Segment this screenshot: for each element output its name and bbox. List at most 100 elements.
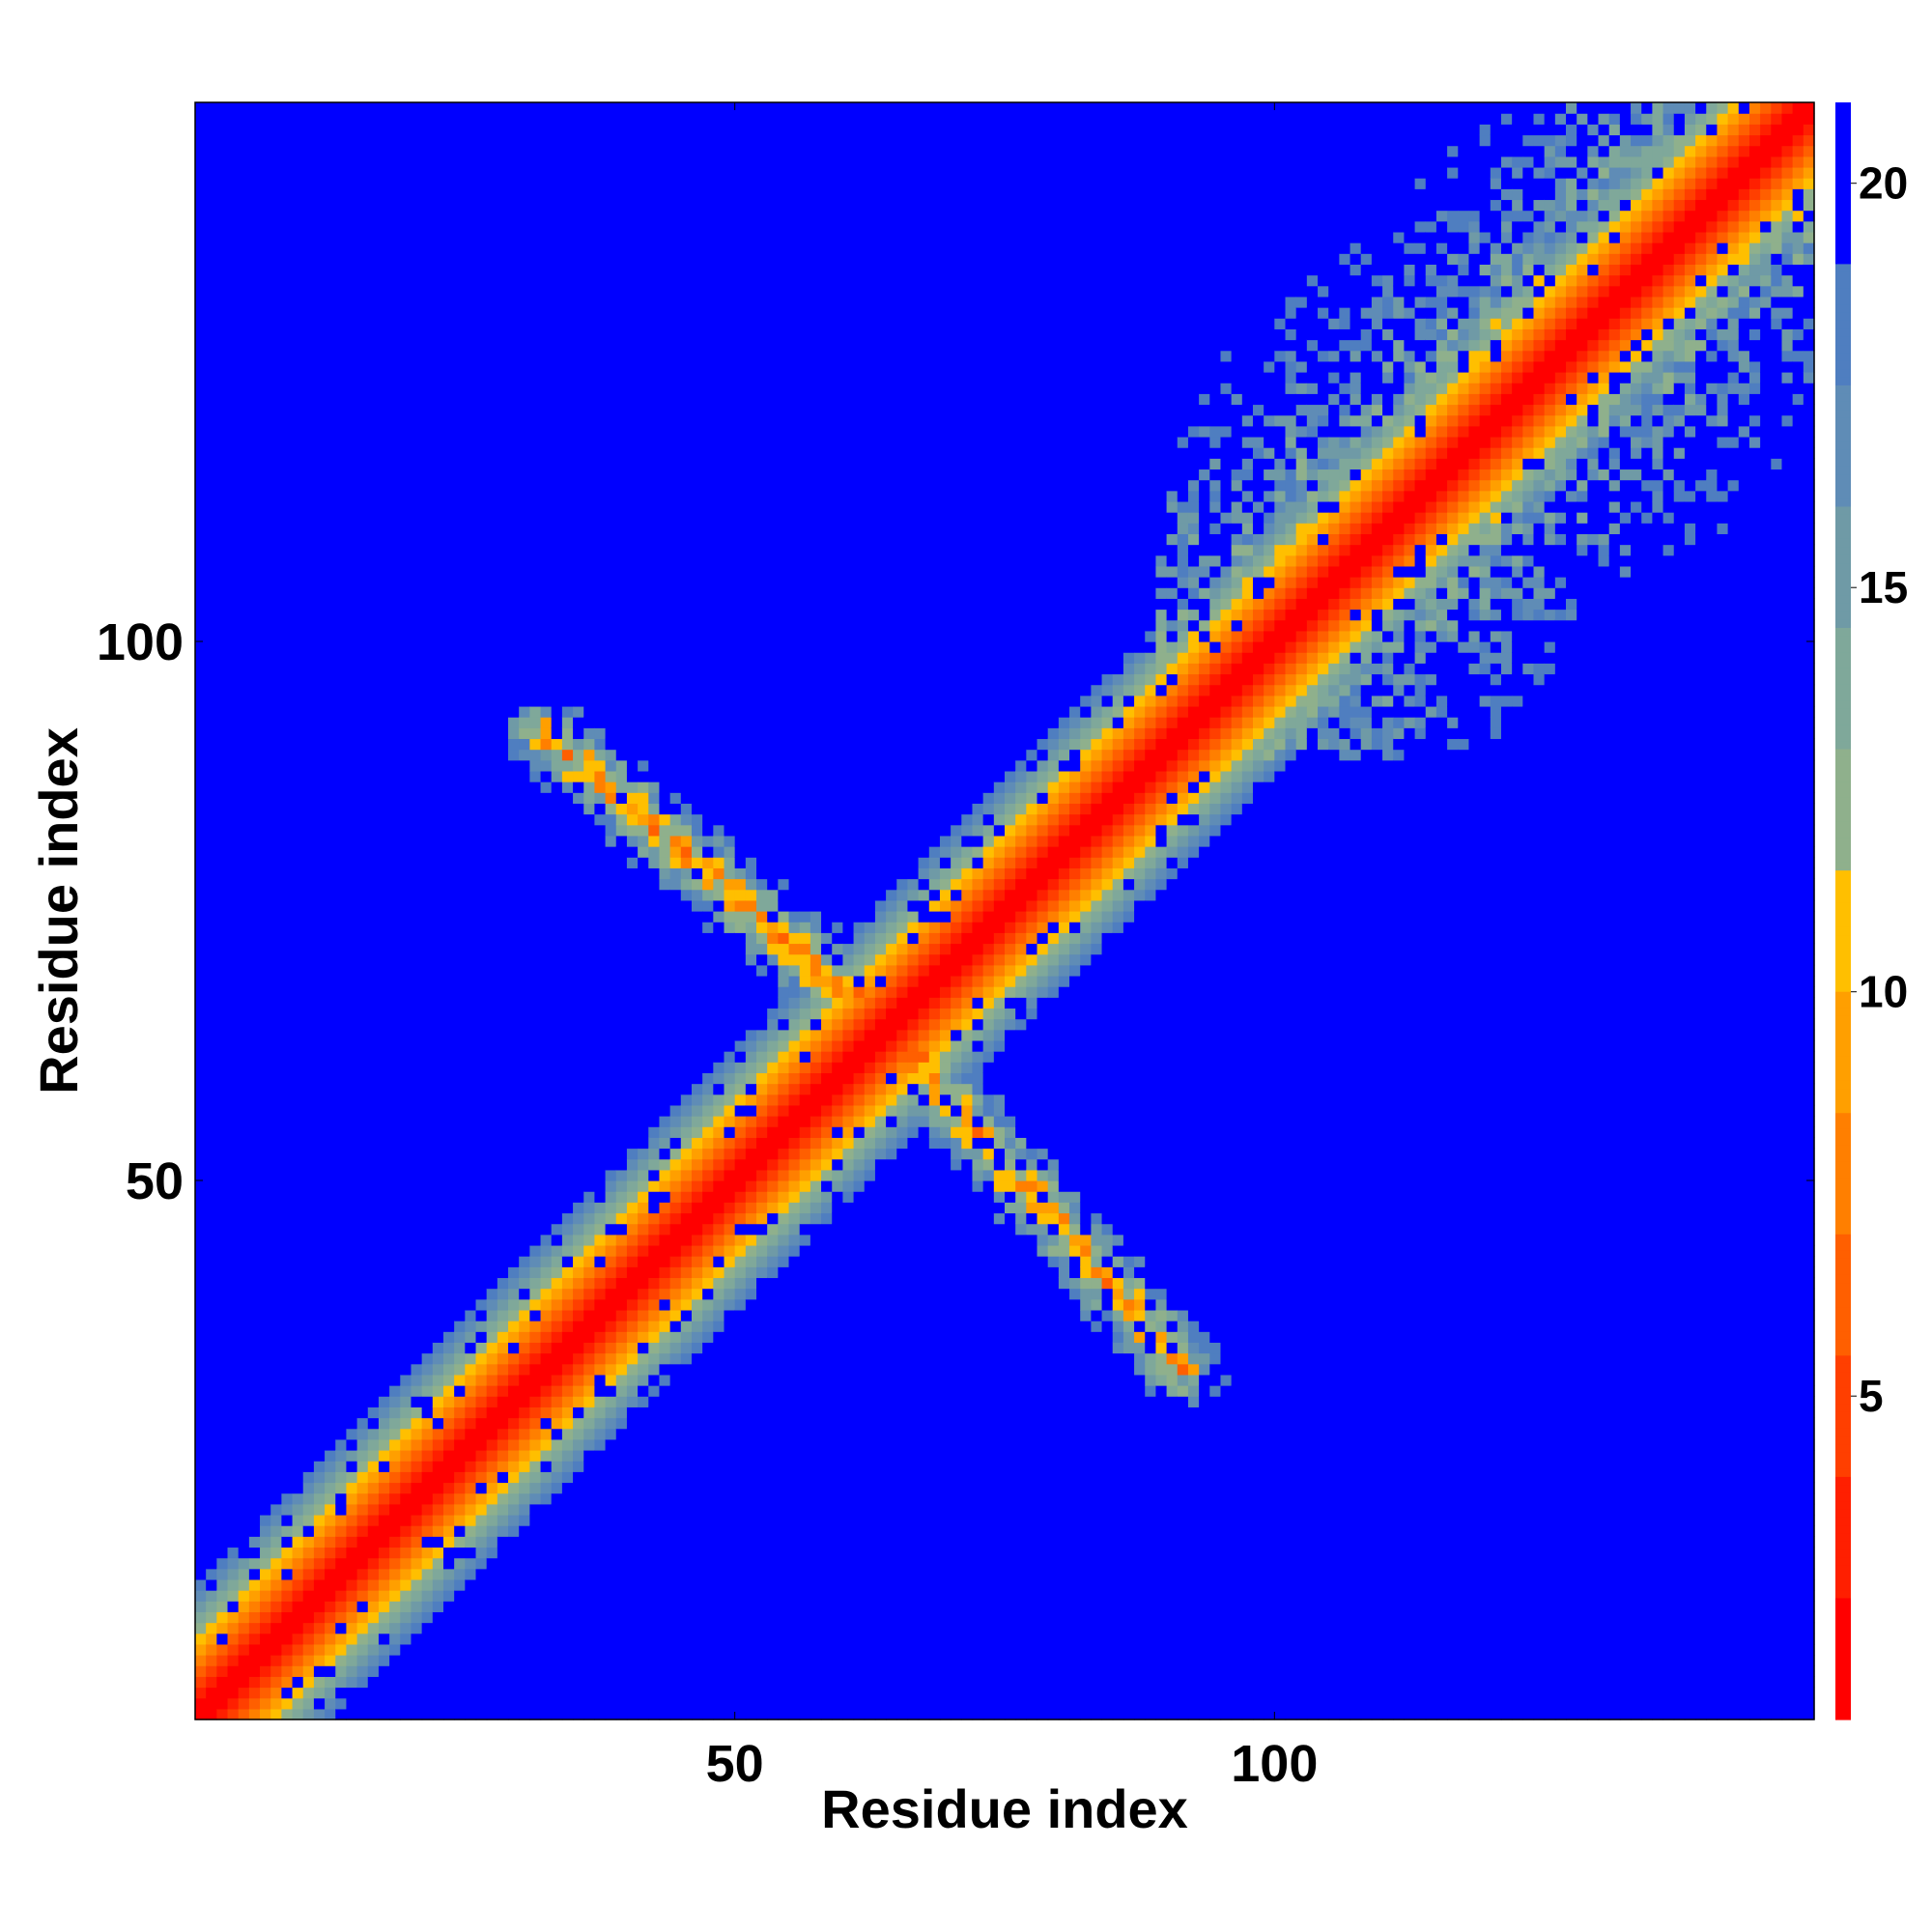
heatmap-cell (529, 253, 542, 265)
heatmap-cell (260, 857, 271, 868)
heatmap-cell (454, 964, 466, 977)
heatmap-cell (356, 469, 369, 481)
heatmap-cell (529, 166, 542, 179)
heatmap-cell (454, 372, 466, 384)
heatmap-cell (486, 124, 498, 136)
heatmap-cell (281, 285, 294, 298)
heatmap-cell (519, 749, 530, 761)
heatmap-cell (378, 1029, 390, 1041)
heatmap-cell (475, 1331, 488, 1343)
heatmap-cell (486, 1352, 498, 1365)
heatmap-cell (465, 134, 477, 147)
heatmap-cell (442, 1234, 455, 1246)
heatmap-cell (281, 1202, 294, 1214)
heatmap-cell (540, 759, 553, 772)
heatmap-cell (270, 242, 282, 254)
heatmap-cell (367, 1202, 380, 1214)
heatmap-cell (454, 673, 466, 686)
heatmap-cell (400, 1018, 412, 1031)
heatmap-cell (497, 296, 509, 308)
heatmap-cell (248, 975, 261, 987)
heatmap-cell (281, 652, 294, 664)
heatmap-cell (465, 663, 477, 675)
heatmap-cell (227, 781, 240, 793)
heatmap-cell (356, 684, 369, 696)
heatmap-cell (248, 350, 261, 362)
heatmap-cell (508, 425, 520, 438)
heatmap-cell (292, 964, 304, 977)
heatmap-cell (216, 717, 229, 728)
heatmap-cell (497, 673, 509, 686)
heatmap-cell (411, 328, 423, 341)
heatmap-cell (454, 490, 466, 502)
heatmap-cell (508, 523, 520, 534)
heatmap-cell (378, 1298, 390, 1311)
heatmap-cell (400, 199, 412, 212)
heatmap-cell (227, 178, 240, 189)
heatmap-cell (206, 156, 217, 168)
heatmap-cell (465, 824, 477, 837)
heatmap-cell (519, 1643, 530, 1656)
heatmap-cell (421, 242, 434, 254)
heatmap-cell (411, 932, 423, 945)
heatmap-cell (389, 1191, 401, 1203)
heatmap-cell (529, 684, 542, 696)
heatmap-cell (292, 479, 304, 492)
heatmap-cell (465, 1116, 477, 1127)
heatmap-cell (475, 1169, 488, 1181)
heatmap-cell (356, 867, 369, 880)
heatmap-cell (238, 1104, 250, 1117)
heatmap-cell (367, 641, 380, 653)
heatmap-cell (260, 102, 271, 114)
heatmap-cell (540, 145, 553, 157)
heatmap-cell (497, 1321, 509, 1332)
heatmap-cell (270, 220, 282, 233)
heatmap-cell (206, 1051, 217, 1063)
heatmap-cell (540, 889, 553, 901)
heatmap-cell (519, 889, 530, 901)
heatmap-cell (281, 1536, 294, 1548)
heatmap-cell (335, 447, 348, 459)
heatmap-cell (497, 307, 509, 319)
heatmap-cell (216, 328, 229, 341)
heatmap-cell (442, 759, 455, 772)
heatmap-cell (411, 1072, 423, 1085)
heatmap-cell (508, 673, 520, 686)
heatmap-cell (486, 113, 498, 125)
heatmap-cell (206, 1471, 217, 1484)
heatmap-cell (454, 1309, 466, 1321)
heatmap-cell (529, 1417, 542, 1430)
heatmap-cell (540, 695, 553, 707)
heatmap-cell (454, 1450, 466, 1462)
heatmap-cell (389, 447, 401, 459)
heatmap-cell (248, 554, 261, 567)
heatmap-cell (335, 274, 348, 287)
heatmap-cell (497, 1331, 509, 1343)
heatmap-cell (238, 997, 250, 1009)
heatmap-cell (227, 717, 240, 728)
heatmap-cell (400, 404, 412, 416)
heatmap-cell (346, 1492, 358, 1505)
heatmap-cell (454, 210, 466, 222)
heatmap-cell (519, 619, 530, 632)
heatmap-cell (292, 943, 304, 955)
heatmap-cell (400, 1244, 412, 1257)
heatmap-cell (400, 1514, 412, 1526)
heatmap-cell (432, 1223, 444, 1236)
heatmap-cell (508, 1471, 520, 1484)
heatmap-cell (325, 1072, 336, 1085)
heatmap-cell (421, 598, 434, 611)
heatmap-cell (227, 145, 240, 157)
heatmap-cell (432, 134, 444, 147)
heatmap-cell (411, 264, 423, 276)
heatmap-cell (454, 1008, 466, 1020)
heatmap-cell (325, 554, 336, 567)
heatmap-cell (270, 404, 282, 416)
heatmap-cell (486, 307, 498, 319)
heatmap-cell (400, 932, 412, 945)
heatmap-cell (411, 1288, 423, 1300)
heatmap-cell (302, 253, 315, 265)
heatmap-cell (238, 684, 250, 696)
heatmap-cell (519, 899, 530, 912)
heatmap-cell (432, 964, 444, 977)
